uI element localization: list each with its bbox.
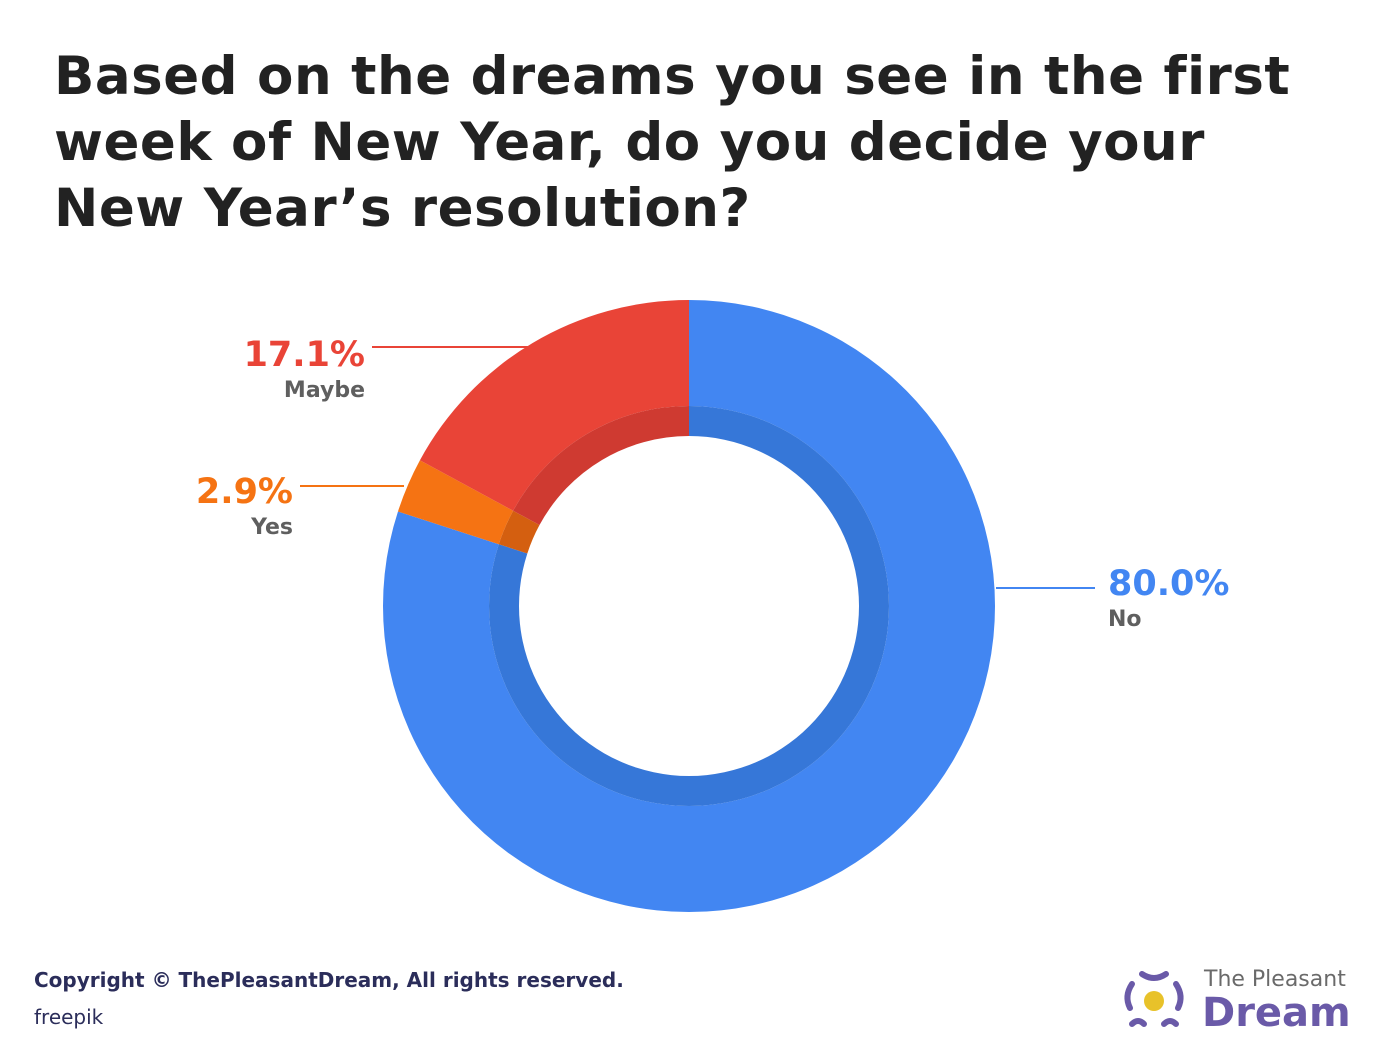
slice-yes <box>397 460 514 545</box>
image-credit: freepik <box>34 1005 104 1029</box>
logo-text-main: Dream <box>1202 990 1351 1036</box>
brand-logo: The Pleasant Dream <box>1118 964 1358 1044</box>
slice-inner-band-yes <box>498 510 540 554</box>
data-label-maybe: 17.1% <box>244 335 365 375</box>
data-label-no: 80.0% <box>1108 564 1229 604</box>
category-label-maybe: Maybe <box>284 378 365 403</box>
slice-no <box>383 300 996 913</box>
copyright-text: Copyright © ThePleasantDream, All rights… <box>34 968 624 992</box>
chart-title: Based on the dreams you see in the first… <box>54 46 1291 239</box>
slice-maybe <box>419 300 689 511</box>
category-label-yes: Yes <box>250 515 293 540</box>
data-label-yes: 2.9% <box>196 472 293 512</box>
logo-text-top: The Pleasant <box>1204 967 1346 992</box>
slice-inner-band-maybe <box>513 406 689 526</box>
logo-icon <box>1124 971 1184 1027</box>
category-label-no: No <box>1108 607 1142 632</box>
